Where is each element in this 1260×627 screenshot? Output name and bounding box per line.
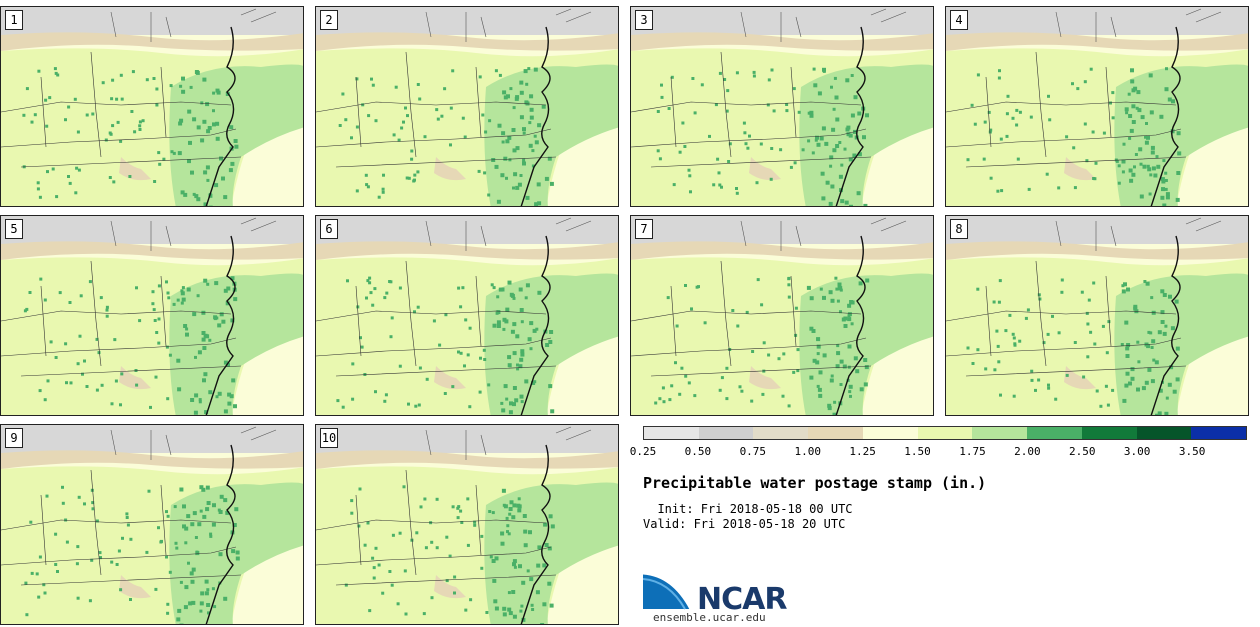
member-number: 7 — [635, 219, 653, 239]
colorbar-tick-label: 0.75 — [739, 445, 767, 458]
colorbar-tick-label: 2.50 — [1069, 445, 1096, 458]
ncar-logo-icon — [643, 571, 693, 610]
colorbar-segment — [1191, 427, 1247, 439]
colorbar-tick-label: 3.50 — [1178, 445, 1206, 458]
member-number: 10 — [320, 428, 338, 448]
colorbar-segment — [644, 427, 699, 439]
member-panel: 4 — [945, 6, 1249, 207]
colorbar-segment — [1081, 427, 1137, 439]
colorbar-segment — [862, 427, 918, 439]
colorbar-segment — [1136, 427, 1192, 439]
member-panel: 5 — [0, 215, 304, 416]
member-panel: 3 — [630, 6, 934, 207]
colorbar-tick-label: 2.00 — [1014, 445, 1041, 458]
valid-time: Valid: Fri 2018-05-18 20 UTC — [643, 517, 846, 531]
member-number: 3 — [635, 10, 653, 30]
member-number: 1 — [5, 10, 23, 30]
member-number: 4 — [950, 10, 968, 30]
member-panel: 8 — [945, 215, 1249, 416]
member-number: 8 — [950, 219, 968, 239]
colorbar-segment — [698, 427, 754, 439]
colorbar-tick-label: 0.25 — [629, 445, 657, 458]
colorbar-segment — [808, 427, 863, 439]
member-number: 5 — [5, 219, 23, 239]
init-time: Init: Fri 2018-05-18 00 UTC — [643, 502, 853, 516]
member-panel: 1 — [0, 6, 304, 207]
colorbar-tick-label: 1.25 — [849, 445, 876, 458]
page-title: Precipitable water postage stamp (in.) — [643, 474, 987, 492]
ncar-logo-text: NCAR — [697, 582, 787, 617]
colorbar-tick-label: 1.75 — [959, 445, 986, 458]
member-panel: 6 — [315, 215, 619, 416]
member-panel: 9 — [0, 424, 304, 625]
colorbar-tick-label: 0.50 — [684, 445, 712, 458]
colorbar-segment — [917, 427, 973, 439]
member-number: 2 — [320, 10, 338, 30]
member-panel: 7 — [630, 215, 934, 416]
member-panel: 10 — [315, 424, 619, 625]
member-number: 6 — [320, 219, 338, 239]
colorbar-segment — [1027, 427, 1082, 439]
colorbar-tick-label: 3.00 — [1123, 445, 1151, 458]
colorbar — [643, 426, 1247, 440]
site-url: ensemble.ucar.edu — [653, 611, 766, 624]
colorbar-tick-label: 1.50 — [904, 445, 931, 458]
colorbar-segment — [972, 427, 1028, 439]
colorbar-segment — [753, 427, 809, 439]
member-number: 9 — [5, 428, 23, 448]
colorbar-tick-label: 1.00 — [794, 445, 821, 458]
member-panel: 2 — [315, 6, 619, 207]
